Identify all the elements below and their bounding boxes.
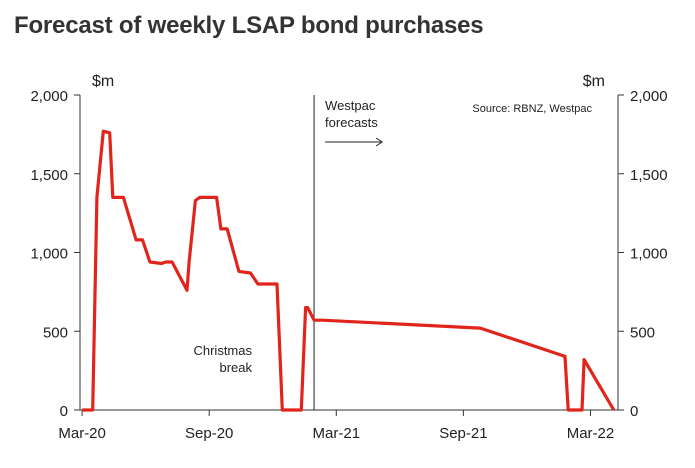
plot-area	[82, 129, 616, 412]
series-line-lsap-purchases	[82, 129, 616, 412]
y-tick-label-right: 0	[630, 403, 638, 420]
x-tick-label: Mar-21	[313, 425, 361, 442]
y-tick-label-right: 1,500	[630, 167, 668, 184]
left-axis-unit: $m	[92, 73, 114, 90]
annotations: Westpac forecasts Christmas break Source…	[92, 73, 605, 410]
y-tick-label-right: 2,000	[630, 88, 668, 105]
chart-title: Forecast of weekly LSAP bond purchases	[14, 12, 484, 39]
westpac-forecasts-label-line2: forecasts	[325, 115, 378, 130]
y-tick-label-left: 1,000	[30, 246, 68, 263]
y-tick-label-left: 1,500	[30, 167, 68, 184]
source-note: Source: RBNZ, Westpac	[472, 103, 592, 115]
x-tick-label: Sep-21	[439, 425, 487, 442]
forecast-arrowhead	[375, 137, 383, 147]
y-tick-label-left: 0	[60, 403, 68, 420]
axes: 0 0 500 500 1,000 1,000 1,500 1,500 2,000 2,000 Ma…	[30, 88, 667, 442]
x-tick-label: Mar-20	[58, 425, 106, 442]
x-tick-label: Mar-22	[567, 425, 615, 442]
x-tick-label: Sep-20	[185, 425, 233, 442]
christmas-break-label-line1: Christmas	[193, 343, 252, 358]
y-tick-label-right: 1,000	[630, 246, 668, 263]
right-axis-unit: $m	[583, 73, 605, 90]
y-tick-label-left: 2,000	[30, 88, 68, 105]
y-tick-label-left: 500	[43, 324, 68, 341]
y-tick-label-right: 500	[630, 324, 655, 341]
christmas-break-label-line2: break	[219, 360, 252, 375]
westpac-forecasts-label-line1: Westpac	[325, 98, 376, 113]
